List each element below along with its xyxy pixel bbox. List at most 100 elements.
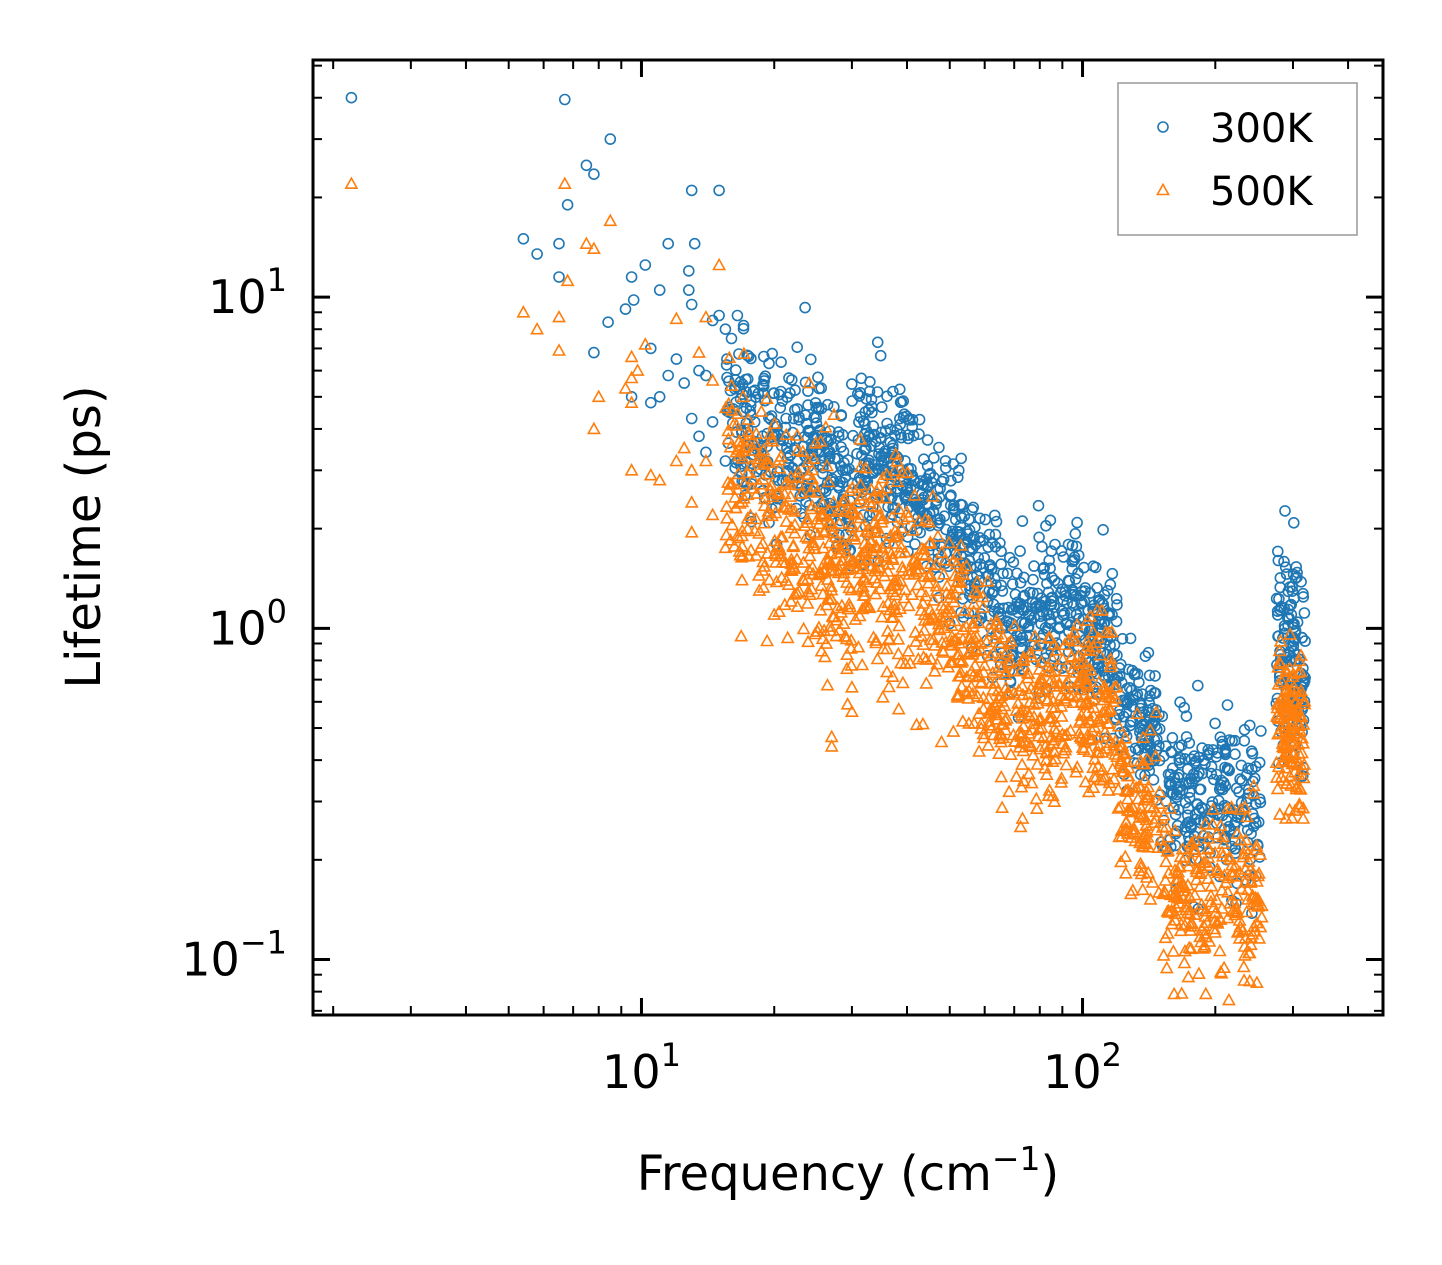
data-point — [800, 511, 815, 525]
data-point — [1032, 712, 1047, 726]
data-point — [982, 718, 997, 731]
data-point — [1241, 824, 1254, 836]
data-point — [1044, 700, 1059, 713]
data-point — [1139, 812, 1154, 826]
data-point — [722, 350, 737, 364]
data-point — [853, 492, 868, 505]
data-point — [1002, 784, 1017, 798]
data-point — [1007, 618, 1022, 632]
data-point — [1149, 705, 1164, 718]
data-point — [939, 462, 952, 474]
data-point — [1087, 719, 1102, 733]
data-point — [1043, 554, 1055, 567]
data-point — [792, 477, 807, 491]
data-point — [974, 676, 989, 689]
data-point — [1120, 730, 1133, 743]
data-point — [1282, 748, 1296, 761]
data-point — [807, 541, 822, 555]
data-point — [1235, 759, 1248, 772]
data-point — [827, 407, 841, 421]
data-point — [1194, 897, 1209, 911]
data-point — [579, 236, 594, 249]
data-point — [1193, 804, 1205, 817]
data-point — [1220, 801, 1235, 814]
data-point — [1210, 861, 1225, 875]
data-point — [773, 388, 786, 401]
data-point — [965, 647, 980, 660]
data-point — [743, 458, 758, 472]
data-point — [1133, 676, 1145, 689]
data-point — [1139, 784, 1154, 797]
data-point — [1066, 563, 1078, 575]
data-point — [802, 375, 817, 389]
data-point — [878, 490, 893, 504]
data-point — [954, 679, 969, 692]
data-point — [721, 431, 736, 445]
data-point — [951, 471, 964, 484]
data-point — [1008, 734, 1023, 747]
data-point — [1124, 804, 1139, 818]
data-point — [767, 416, 782, 430]
data-point — [1096, 596, 1108, 609]
data-point — [1064, 649, 1079, 662]
data-point — [756, 554, 771, 568]
data-point — [852, 565, 867, 579]
data-point — [1071, 648, 1086, 662]
data-point — [1047, 679, 1062, 692]
data-point — [967, 716, 982, 729]
data-point — [731, 530, 746, 544]
data-point — [1167, 862, 1182, 876]
data-point — [1287, 640, 1300, 652]
data-point — [1209, 892, 1224, 906]
data-point — [1292, 718, 1307, 732]
data-point — [777, 486, 792, 500]
data-point — [857, 544, 871, 558]
data-point — [780, 412, 792, 425]
data-point — [905, 470, 918, 483]
data-point — [832, 426, 845, 438]
data-point — [1139, 769, 1151, 782]
data-point — [962, 630, 977, 643]
data-point — [757, 498, 772, 512]
data-point — [735, 539, 750, 552]
data-point — [792, 584, 807, 597]
data-point — [1003, 654, 1018, 668]
data-point — [1297, 694, 1312, 707]
data-point — [1052, 729, 1067, 743]
data-point — [783, 489, 798, 502]
data-point — [1294, 648, 1308, 661]
data-point — [1197, 938, 1212, 951]
data-point — [1120, 791, 1135, 805]
data-point — [1081, 784, 1096, 798]
data-point — [969, 634, 984, 648]
data-point — [1073, 670, 1088, 684]
data-point — [1283, 627, 1298, 640]
data-point — [845, 480, 860, 494]
data-point — [725, 332, 738, 345]
data-point — [824, 729, 839, 743]
data-point — [884, 546, 899, 560]
data-point — [916, 596, 930, 609]
y-tick-label: 10−1 — [181, 924, 287, 987]
data-point — [890, 453, 905, 467]
data-point — [1181, 763, 1194, 776]
data-point — [879, 550, 894, 563]
data-point — [552, 343, 566, 356]
data-point — [1070, 617, 1085, 631]
data-point — [1028, 629, 1042, 642]
data-point — [1225, 864, 1239, 878]
data-point — [684, 525, 699, 538]
data-point — [901, 644, 916, 657]
data-point — [953, 538, 968, 551]
data-point — [901, 598, 916, 612]
data-point — [1180, 710, 1193, 723]
data-point — [740, 465, 755, 479]
data-point — [854, 547, 869, 561]
data-point — [901, 563, 916, 576]
data-point — [982, 714, 997, 727]
data-point — [734, 628, 749, 642]
data-point — [736, 346, 751, 360]
data-point — [806, 451, 821, 465]
data-point — [829, 612, 844, 626]
data-point — [1295, 745, 1309, 759]
